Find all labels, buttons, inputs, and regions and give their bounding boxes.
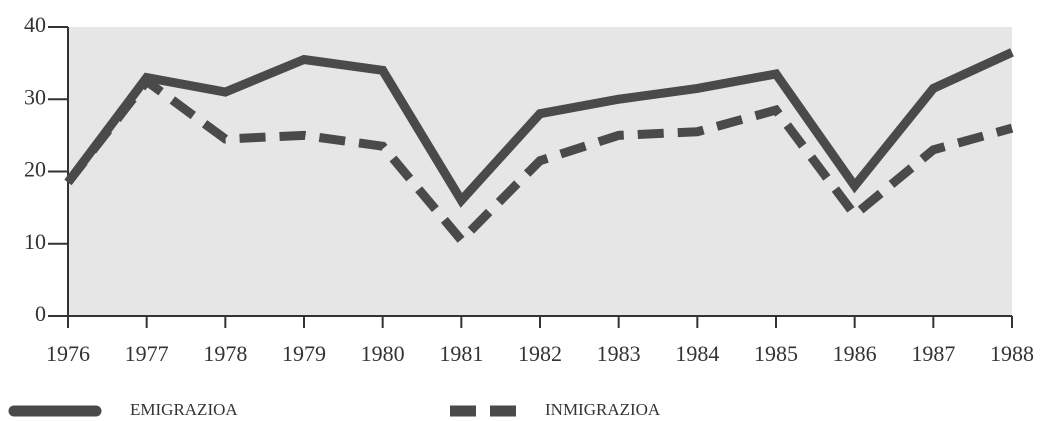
legend-label: EMIGRAZIOA <box>130 400 238 419</box>
y-tick-label: 30 <box>24 84 46 109</box>
x-tick-label: 1978 <box>203 341 247 366</box>
plot-background <box>68 27 1012 316</box>
series-line <box>64 74 1014 247</box>
x-tick-label: 1985 <box>754 341 798 366</box>
x-tick-label: 1982 <box>518 341 562 366</box>
x-tick-label: 1986 <box>833 341 877 366</box>
x-tick-label: 1984 <box>675 341 719 366</box>
series-line <box>64 48 1014 208</box>
y-tick-label: 40 <box>24 12 46 37</box>
x-tick-label: 1981 <box>439 341 483 366</box>
x-tick-label: 1979 <box>282 341 326 366</box>
y-tick-label: 0 <box>35 301 46 326</box>
x-tick-label: 1977 <box>125 341 169 366</box>
x-tick-label: 1983 <box>597 341 641 366</box>
y-tick-label: 10 <box>24 229 46 254</box>
x-tick-label: 1976 <box>46 341 90 366</box>
x-tick-label: 1988 <box>990 341 1034 366</box>
x-tick-label: 1987 <box>911 341 955 366</box>
legend-label: INMIGRAZIOA <box>545 400 661 419</box>
y-tick-label: 20 <box>24 157 46 182</box>
x-tick-label: 1980 <box>361 341 405 366</box>
